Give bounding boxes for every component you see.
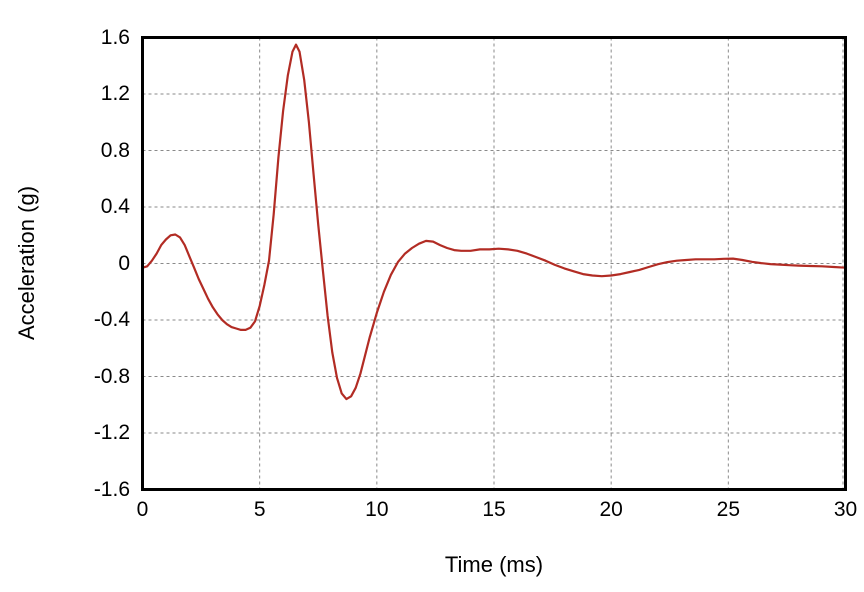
x-tick-label: 5 — [253, 498, 266, 521]
x-tick-label: 0 — [136, 498, 149, 521]
y-tick-label: 1.6 — [100, 25, 130, 49]
y-tick-label: -1.6 — [93, 477, 130, 501]
y-tick-label: -1.2 — [93, 421, 130, 444]
x-tick-label: 10 — [365, 498, 389, 521]
x-tick-label: 20 — [599, 498, 623, 521]
y-tick-label: 0.8 — [100, 138, 130, 162]
y-tick-label: 0 — [118, 251, 130, 275]
y-tick-label: 0.4 — [100, 195, 130, 218]
gridlines — [142, 37, 846, 490]
y-axis-title: Acceleration (g) — [14, 185, 39, 341]
plot-frame — [141, 36, 847, 491]
y-tick-label: -0.4 — [93, 308, 130, 331]
x-tick-label: 30 — [833, 498, 858, 521]
x-tick-label: 25 — [716, 498, 741, 521]
acceleration-trace — [141, 43, 847, 401]
y-tick-label: -0.8 — [93, 364, 130, 388]
x-axis-title: Time (ms) — [444, 552, 544, 577]
x-tick-label: 15 — [482, 498, 506, 521]
y-tick-label: 1.2 — [100, 82, 130, 105]
